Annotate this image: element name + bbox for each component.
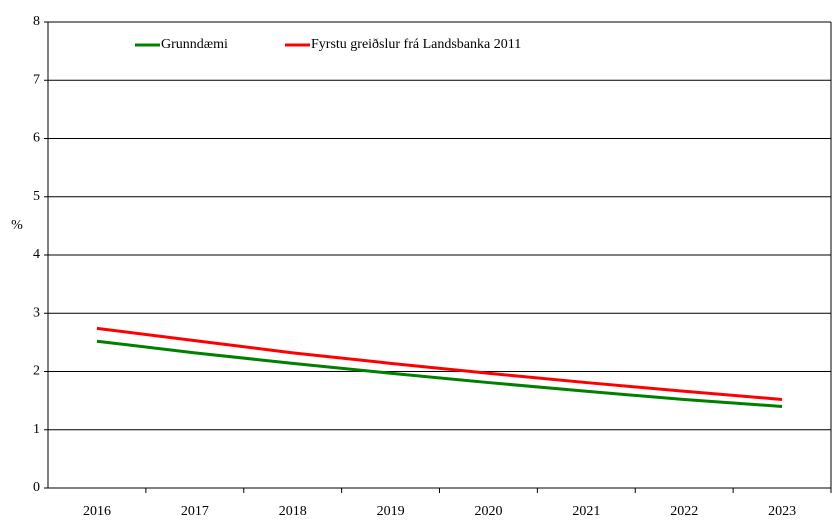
x-tick-label: 2021 — [572, 504, 600, 516]
x-tick-label: 2022 — [670, 504, 698, 516]
y-tick-label: 2 — [33, 364, 40, 379]
x-tick-label: 2023 — [768, 504, 796, 516]
y-tick-label: 1 — [33, 422, 40, 437]
x-tick-label: 2018 — [279, 504, 307, 516]
y-tick-label: 3 — [33, 305, 40, 320]
y-axis-label: % — [11, 218, 23, 233]
line-series — [96, 339, 783, 408]
x-tick-label: 2017 — [181, 504, 209, 516]
x-tick-label: 2016 — [83, 504, 111, 516]
y-tick-label: 5 — [33, 189, 40, 204]
y-tick-label: 6 — [33, 131, 40, 146]
y-tick-label: 8 — [33, 14, 40, 29]
x-tick-label: 2019 — [377, 504, 405, 516]
y-tick-label: 4 — [33, 247, 40, 262]
line-series — [96, 326, 783, 401]
y-tick-label: 7 — [33, 72, 40, 87]
x-tick-label: 2020 — [474, 504, 502, 516]
legend-label: Grunndæmi — [161, 37, 228, 52]
legend-label: Fyrstu greiðslur frá Landsbanka 2011 — [311, 37, 521, 52]
y-tick-label: 0 — [33, 480, 40, 495]
